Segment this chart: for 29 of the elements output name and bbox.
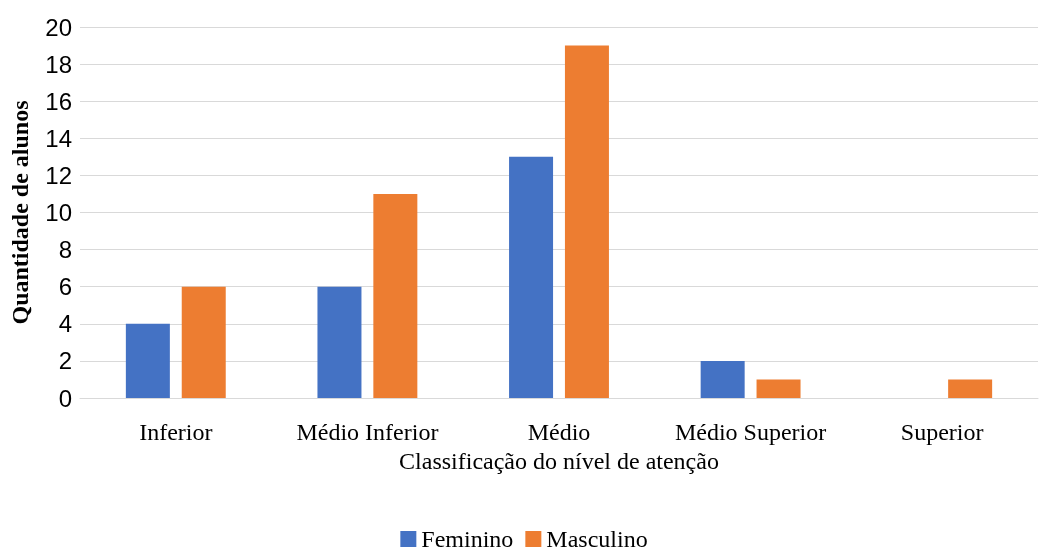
bar	[317, 286, 362, 398]
y-tick-label: 14	[45, 124, 72, 152]
x-tick-label: Médio Superior	[674, 419, 827, 445]
y-tick-label: 6	[58, 273, 72, 301]
x-tick-label: Médio Inferior	[296, 419, 439, 445]
y-tick-label: 20	[45, 13, 72, 41]
bar	[181, 286, 226, 398]
y-tick-label: 16	[45, 87, 72, 115]
legend-label: Masculino	[546, 526, 648, 552]
y-tick-label: 18	[45, 50, 72, 78]
bar	[125, 323, 170, 398]
x-axis-title: Classificação do nível de atenção	[399, 447, 719, 474]
bar	[756, 379, 801, 398]
x-tick-label: Inferior	[139, 419, 213, 445]
y-tick-label: 4	[58, 310, 72, 338]
legend-label: Feminino	[421, 526, 514, 552]
bar	[700, 360, 745, 398]
y-tick-label: 10	[45, 199, 72, 226]
y-tick-label: 12	[45, 161, 72, 189]
y-tick-label: 8	[58, 236, 72, 264]
bar	[373, 193, 418, 398]
bar	[509, 156, 554, 398]
bar	[948, 379, 993, 398]
y-tick-label: 2	[58, 347, 72, 375]
bar	[564, 45, 609, 398]
y-tick-label: 0	[58, 384, 72, 412]
y-axis-title: Quantidade de alunos	[7, 100, 33, 325]
x-tick-label: Superior	[900, 419, 984, 445]
x-tick-label: Médio	[527, 419, 591, 445]
